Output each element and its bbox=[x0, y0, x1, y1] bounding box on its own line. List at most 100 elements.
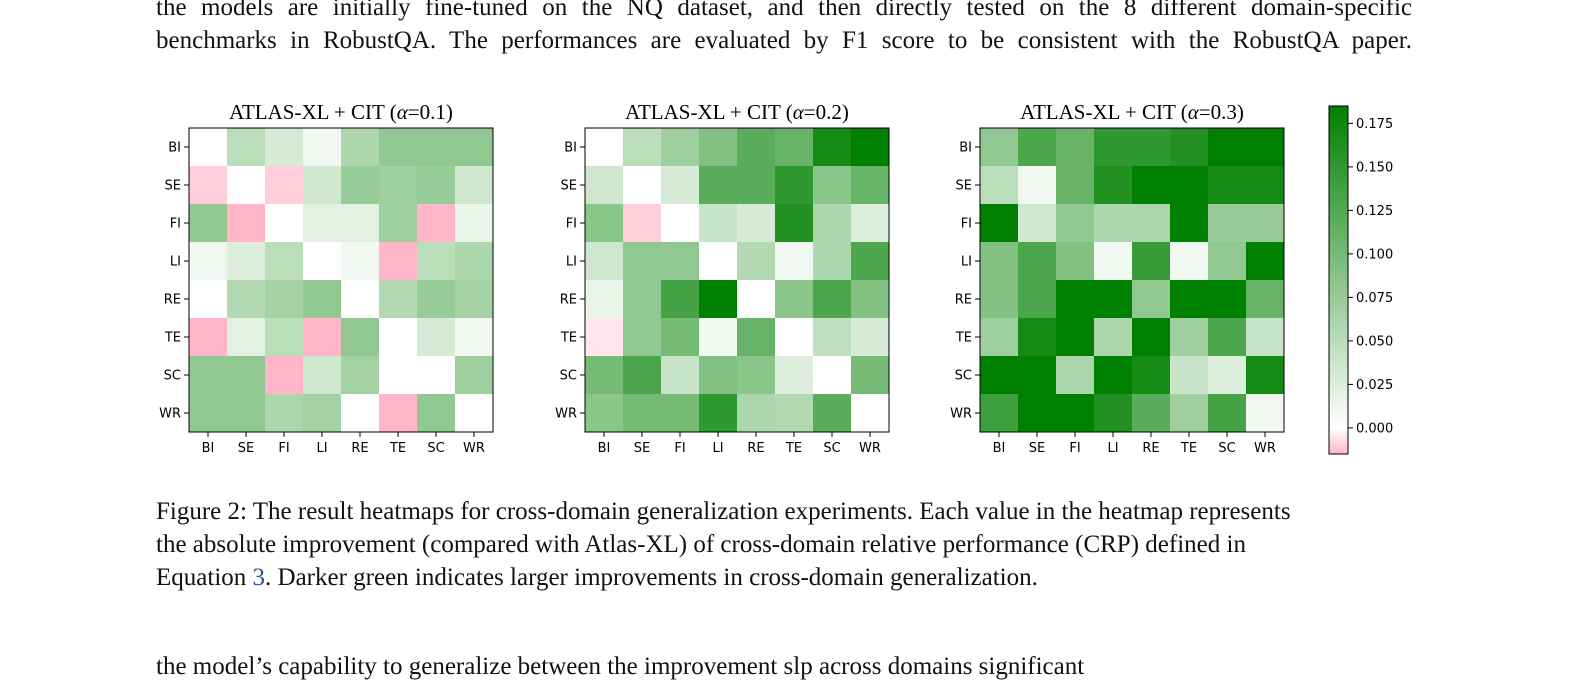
heatmap-2-cell-SC-TE bbox=[775, 356, 814, 395]
heatmap-1-ytick-label-RE: RE bbox=[164, 293, 181, 308]
heatmap-2-cell-FI-WR bbox=[851, 204, 890, 243]
heatmap-3-cell-SC-SE bbox=[1018, 356, 1057, 395]
heatmap-2-cell-SC-BI bbox=[585, 356, 624, 395]
heatmap-1-ytick-label-BI: BI bbox=[168, 141, 181, 156]
heatmap-3-cell-RE-TE bbox=[1170, 280, 1209, 319]
heatmap-2-cell-SE-FI bbox=[661, 166, 700, 205]
heatmap-1-cell-LI-FI bbox=[265, 242, 304, 281]
heatmap-3-cell-FI-WR bbox=[1246, 204, 1285, 243]
colorbar-tick-label-3: 0.075 bbox=[1356, 291, 1393, 306]
heatmap-3-cell-RE-RE bbox=[1132, 280, 1171, 319]
heatmap-3-ytick-label-FI: FI bbox=[961, 217, 972, 232]
heatmap-2-cell-RE-SC bbox=[813, 280, 852, 319]
top-paragraph: the models are initially fine-tuned on t… bbox=[156, 0, 1412, 57]
heatmap-1-cell-FI-SC bbox=[417, 204, 456, 243]
heatmap-3-cell-BI-SE bbox=[1018, 128, 1057, 167]
heatmap-3-cell-RE-WR bbox=[1246, 280, 1285, 319]
heatmap-2-cell-FI-RE bbox=[737, 204, 776, 243]
heatmap-2-xtick-label-SC: SC bbox=[823, 441, 840, 456]
heatmap-3-cell-SC-TE bbox=[1170, 356, 1209, 395]
heatmap-2-cell-WR-SC bbox=[813, 394, 852, 433]
heatmap-1-cell-WR-FI bbox=[265, 394, 304, 433]
heatmap-1-xtick-label-WR: WR bbox=[463, 441, 485, 456]
heatmap-2-cell-FI-BI bbox=[585, 204, 624, 243]
heatmap-2-title: ATLAS-XL + CIT (α=0.2) bbox=[625, 100, 849, 124]
heatmap-1-title: ATLAS-XL + CIT (α=0.1) bbox=[229, 100, 453, 124]
heatmap-2-xtick-label-FI: FI bbox=[674, 441, 685, 456]
heatmap-3-cell-SE-BI bbox=[980, 166, 1019, 205]
heatmap-3-cell-RE-LI bbox=[1094, 280, 1133, 319]
heatmap-1-ytick-label-SC: SC bbox=[164, 369, 181, 384]
heatmap-3-cell-SE-FI bbox=[1056, 166, 1095, 205]
heatmap-2-cell-RE-LI bbox=[699, 280, 738, 319]
heatmap-2-cell-FI-SE bbox=[623, 204, 662, 243]
heatmap-1-cell-TE-FI bbox=[265, 318, 304, 357]
heatmap-3-cell-RE-FI bbox=[1056, 280, 1095, 319]
caption-line-3-end: . Darker green indicates larger improvem… bbox=[265, 564, 1038, 591]
heatmap-3-ytick-label-RE: RE bbox=[955, 293, 972, 308]
heatmap-1-cell-SE-LI bbox=[303, 166, 342, 205]
heatmap-3-cell-RE-SC bbox=[1208, 280, 1247, 319]
heatmap-1-cell-TE-LI bbox=[303, 318, 342, 357]
heatmap-3-ytick-label-LI: LI bbox=[961, 255, 972, 270]
heatmap-3-cell-SC-FI bbox=[1056, 356, 1095, 395]
heatmap-1-cell-TE-SC bbox=[417, 318, 456, 357]
heatmap-2-cell-SE-SE bbox=[623, 166, 662, 205]
heatmap-1-cell-RE-FI bbox=[265, 280, 304, 319]
caption-line-3-start: Equation bbox=[156, 564, 253, 591]
heatmap-2-cell-BI-LI bbox=[699, 128, 738, 167]
heatmap-1-cell-RE-BI bbox=[189, 280, 228, 319]
heatmap-3-cell-WR-LI bbox=[1094, 394, 1133, 433]
heatmap-2-xtick-label-RE: RE bbox=[747, 441, 764, 456]
heatmap-1-cell-LI-RE bbox=[341, 242, 380, 281]
heatmap-3-ytick-label-SC: SC bbox=[955, 369, 972, 384]
heatmap-1-cell-SC-SC bbox=[417, 356, 456, 395]
heatmap-2-cell-RE-RE bbox=[737, 280, 776, 319]
heatmap-3-ytick-label-WR: WR bbox=[950, 407, 972, 422]
heatmap-2-cell-LI-LI bbox=[699, 242, 738, 281]
heatmap-2-xtick-label-WR: WR bbox=[859, 441, 881, 456]
heatmap-3-cell-FI-SE bbox=[1018, 204, 1057, 243]
heatmap-2-ytick-label-TE: TE bbox=[560, 331, 577, 346]
heatmap-2-ytick-label-BI: BI bbox=[564, 141, 577, 156]
heatmap-2-cell-SC-LI bbox=[699, 356, 738, 395]
colorbar-tick-label-7: 0.175 bbox=[1356, 117, 1393, 132]
heatmap-3-cell-SC-WR bbox=[1246, 356, 1285, 395]
heatmap-1-cell-SE-SE bbox=[227, 166, 266, 205]
heatmap-2-cell-SE-RE bbox=[737, 166, 776, 205]
heatmap-1-cell-FI-BI bbox=[189, 204, 228, 243]
heatmap-3-cell-FI-FI bbox=[1056, 204, 1095, 243]
heatmap-2-cell-WR-BI bbox=[585, 394, 624, 433]
heatmap-1-cell-TE-RE bbox=[341, 318, 380, 357]
heatmap-3-cell-FI-RE bbox=[1132, 204, 1171, 243]
heatmap-2-ytick-label-FI: FI bbox=[566, 217, 577, 232]
heatmap-3-ytick-label-TE: TE bbox=[955, 331, 972, 346]
heatmap-3-cell-WR-WR bbox=[1246, 394, 1285, 433]
heatmap-2-cell-LI-TE bbox=[775, 242, 814, 281]
figure-caption: Figure 2: The result heatmaps for cross-… bbox=[156, 495, 1412, 594]
figure-2-heatmaps: ATLAS-XL + CIT (α=0.1) BI SE FI LI RE TE SC WR BI… bbox=[159, 100, 1393, 456]
heatmap-1-cell-LI-BI bbox=[189, 242, 228, 281]
heatmap-2-cell-TE-SC bbox=[813, 318, 852, 357]
colorbar-tick-label-2: 0.050 bbox=[1356, 334, 1393, 349]
heatmap-3-ytick-label-BI: BI bbox=[959, 141, 972, 156]
heatmap-2-cell-TE-TE bbox=[775, 318, 814, 357]
heatmap-2-cell-WR-SE bbox=[623, 394, 662, 433]
heatmap-1-cell-WR-LI bbox=[303, 394, 342, 433]
heatmap-2-cell-FI-TE bbox=[775, 204, 814, 243]
heatmap-1-xtick-label-LI: LI bbox=[316, 441, 327, 456]
heatmap-2-cell-FI-SC bbox=[813, 204, 852, 243]
heatmap-1-cell-RE-TE bbox=[379, 280, 418, 319]
heatmap-1-xtick-label-SC: SC bbox=[427, 441, 444, 456]
heatmap-1-ytick-label-TE: TE bbox=[164, 331, 181, 346]
heatmap-1-cell-LI-SC bbox=[417, 242, 456, 281]
heatmap-2-cell-WR-LI bbox=[699, 394, 738, 433]
equation-reference-link[interactable]: 3 bbox=[252, 564, 266, 591]
heatmap-3-cell-SC-BI bbox=[980, 356, 1019, 395]
heatmap-1-cell-SC-FI bbox=[265, 356, 304, 395]
heatmap-2-cell-RE-FI bbox=[661, 280, 700, 319]
colorbar-tick-label-6: 0.150 bbox=[1356, 160, 1393, 175]
heatmap-2-ytick-label-WR: WR bbox=[555, 407, 577, 422]
heatmap-3-cell-BI-WR bbox=[1246, 128, 1285, 167]
heatmap-1-cell-WR-BI bbox=[189, 394, 228, 433]
